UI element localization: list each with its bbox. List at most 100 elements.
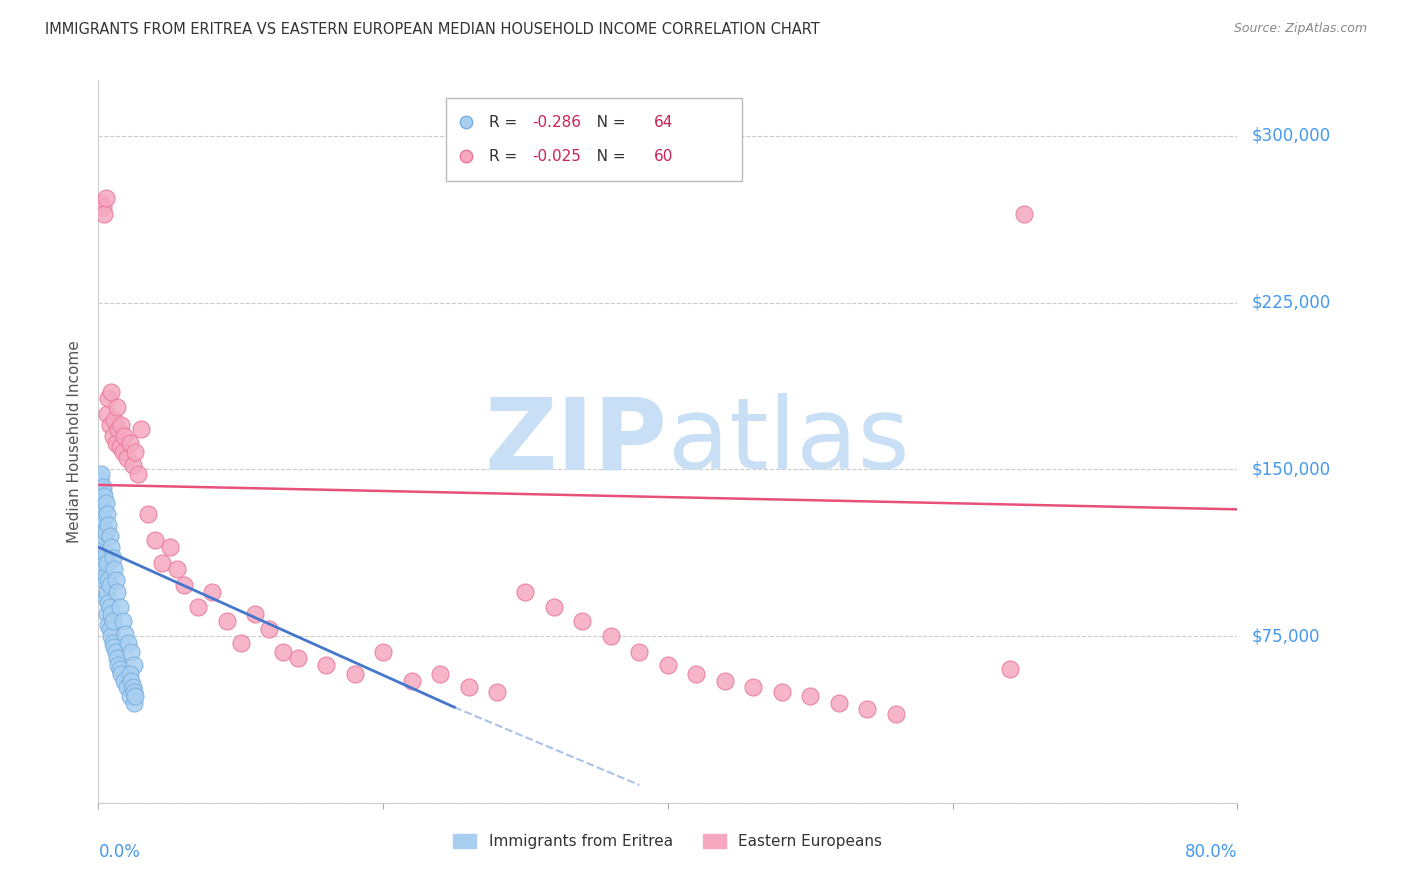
Point [96, 607, 118, 621]
Point [110, 666, 132, 681]
Point [98, 600, 121, 615]
Point [799, 689, 821, 703]
Point [111, 444, 134, 458]
Point [101, 636, 124, 650]
Point [159, 540, 181, 554]
Point [120, 673, 142, 688]
Point [115, 680, 138, 694]
Point [373, 645, 395, 659]
Point [173, 578, 195, 592]
Point [100, 540, 122, 554]
Point [90, 467, 112, 481]
Point [118, 689, 141, 703]
Point [401, 673, 423, 688]
Text: -0.025: -0.025 [533, 149, 581, 163]
Point [98, 623, 121, 637]
Text: IMMIGRANTS FROM ERITREA VS EASTERN EUROPEAN MEDIAN HOUSEHOLD INCOME CORRELATION : IMMIGRANTS FROM ERITREA VS EASTERN EUROP… [45, 22, 820, 37]
Point [104, 645, 127, 659]
Text: R =: R = [489, 149, 522, 163]
Point [89, 474, 111, 488]
Point [90, 533, 112, 548]
Point [486, 684, 509, 698]
Text: R =: R = [489, 115, 522, 129]
Point [685, 666, 707, 681]
Point [856, 702, 879, 716]
Legend: Immigrants from Eritrea, Eastern Europeans: Immigrants from Eritrea, Eastern Europea… [453, 834, 883, 849]
Point [112, 673, 135, 688]
Point [93, 502, 115, 516]
Text: 64: 64 [654, 115, 673, 129]
Point [90, 511, 112, 525]
Point [100, 607, 122, 621]
Point [89, 496, 111, 510]
Point [93, 207, 115, 221]
Point [122, 657, 145, 672]
Point [94, 191, 117, 205]
Text: ZIP: ZIP [485, 393, 668, 490]
Point [98, 417, 121, 432]
Text: $75,000: $75,000 [1251, 627, 1320, 645]
Point [457, 680, 479, 694]
Point [90, 195, 112, 210]
Point [107, 657, 129, 672]
Point [93, 529, 115, 543]
Point [100, 629, 122, 643]
Point [97, 574, 120, 588]
Text: $150,000: $150,000 [1251, 460, 1330, 478]
Point [108, 662, 131, 676]
Point [97, 391, 120, 405]
Text: Source: ZipAtlas.com: Source: ZipAtlas.com [1233, 22, 1367, 36]
Point [96, 584, 118, 599]
Point [118, 435, 141, 450]
Point [121, 458, 143, 472]
Point [117, 636, 139, 650]
Text: -0.286: -0.286 [533, 115, 581, 129]
Point [96, 507, 118, 521]
Point [122, 696, 145, 710]
Point [884, 706, 907, 721]
Point [91, 480, 114, 494]
Point [828, 696, 851, 710]
Point [101, 551, 124, 566]
Point [93, 489, 115, 503]
Point [770, 684, 793, 698]
Point [129, 422, 152, 436]
Point [97, 517, 120, 532]
Point [108, 600, 131, 615]
Point [94, 496, 117, 510]
Point [94, 569, 117, 583]
Point [103, 640, 125, 655]
Point [287, 651, 309, 665]
Point [101, 614, 124, 628]
Point [105, 584, 128, 599]
Point [187, 600, 209, 615]
Point [89, 517, 111, 532]
Text: 80.0%: 80.0% [1185, 843, 1237, 861]
Point [100, 384, 122, 399]
Point [94, 591, 117, 606]
Point [315, 657, 337, 672]
Point [94, 547, 117, 561]
Point [429, 666, 451, 681]
Point [259, 623, 281, 637]
Point [104, 435, 127, 450]
FancyBboxPatch shape [446, 98, 742, 181]
Text: 60: 60 [654, 149, 673, 163]
Point [628, 645, 651, 659]
Point [93, 551, 115, 566]
Point [98, 529, 121, 543]
Point [107, 422, 129, 436]
Point [110, 417, 132, 432]
Point [122, 684, 145, 698]
Text: atlas: atlas [668, 393, 910, 490]
Text: N =: N = [582, 149, 631, 163]
Point [104, 574, 127, 588]
Point [243, 607, 266, 621]
Point [1012, 207, 1035, 221]
Point [118, 666, 141, 681]
Point [136, 507, 159, 521]
Point [742, 680, 765, 694]
Point [114, 627, 136, 641]
Point [111, 614, 134, 628]
Point [657, 657, 679, 672]
